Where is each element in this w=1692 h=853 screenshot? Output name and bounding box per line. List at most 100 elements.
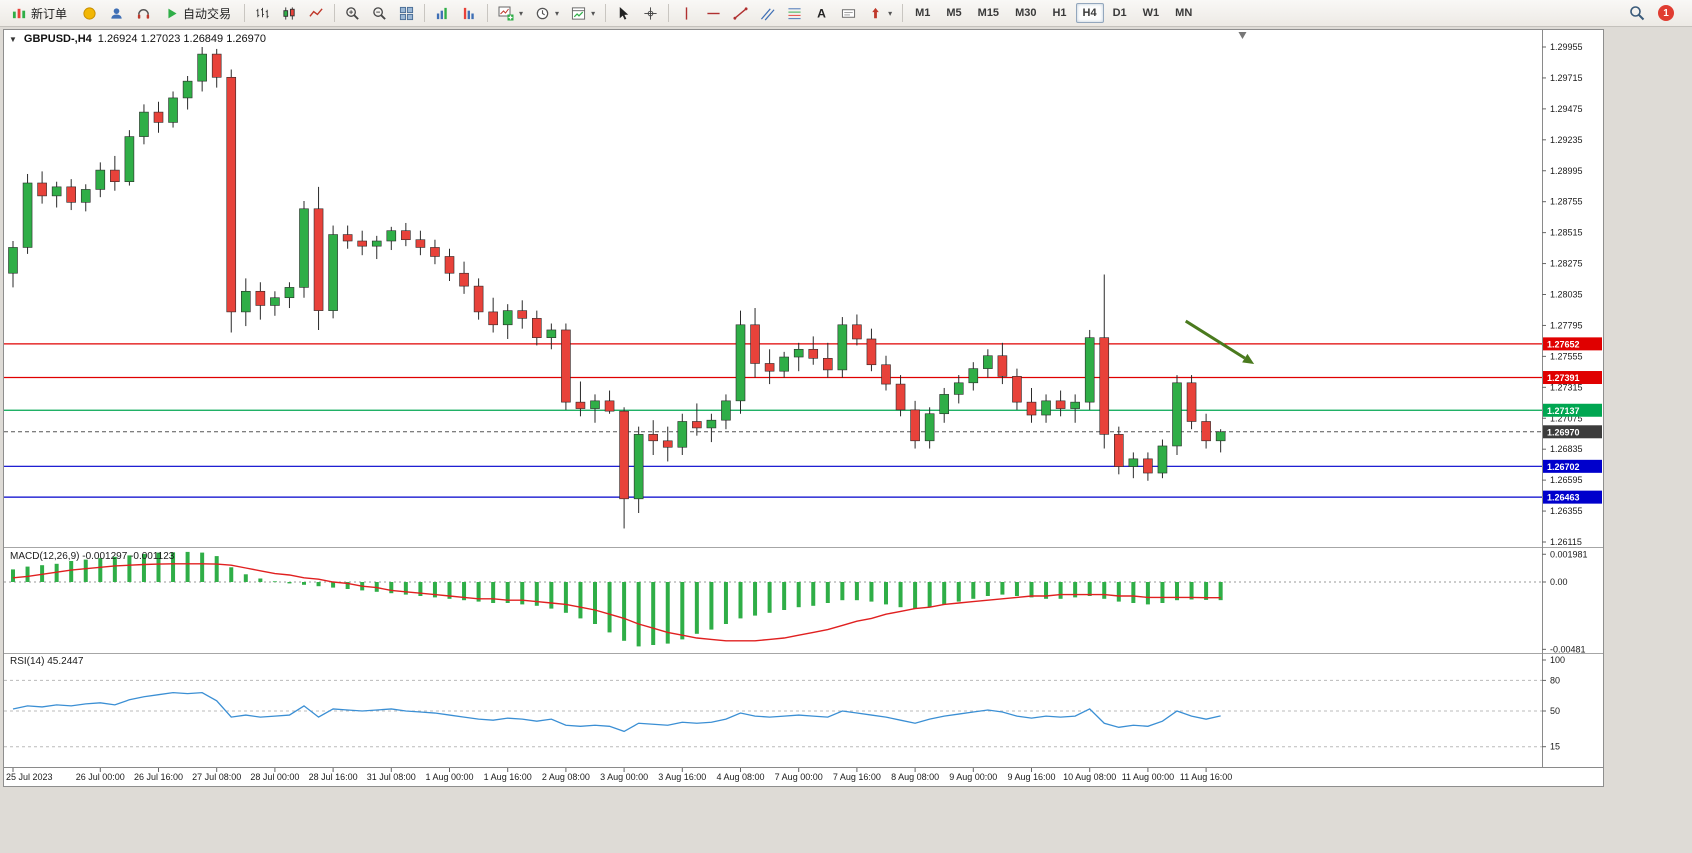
text-button[interactable]: A <box>809 2 834 24</box>
new-order-button[interactable]: 新订单 <box>4 2 75 24</box>
candle <box>866 338 877 366</box>
profile-button[interactable] <box>104 2 129 24</box>
candle <box>1143 458 1153 474</box>
autotrading-play-icon <box>168 8 177 18</box>
text-label-button[interactable] <box>836 2 861 24</box>
period-button[interactable]: ▾ <box>530 2 564 24</box>
time-label: 1 Aug 00:00 <box>425 772 473 782</box>
svg-text:1.26702: 1.26702 <box>1547 462 1580 472</box>
macd-tick-label: 0.00 <box>1550 577 1568 587</box>
time-label: 26 Jul 16:00 <box>134 772 183 782</box>
timeframe-h1-button[interactable]: H1 <box>1045 3 1073 23</box>
vertical-line-button[interactable] <box>674 2 699 24</box>
price-tick-label: 1.27075 <box>1550 413 1583 423</box>
crosshair-button[interactable] <box>638 2 663 24</box>
arrows-button[interactable]: ▾ <box>863 2 897 24</box>
market-button[interactable] <box>77 2 102 24</box>
profile-icon <box>111 7 122 19</box>
macd-histogram <box>11 551 1223 647</box>
price-tick-label: 1.26835 <box>1550 444 1583 454</box>
candle <box>95 169 106 190</box>
toolbar-separator <box>244 4 246 22</box>
candle <box>1215 431 1226 442</box>
horizontal-line-button[interactable] <box>701 2 726 24</box>
timeframe-m5-button[interactable]: M5 <box>939 3 968 23</box>
tile-windows-button[interactable] <box>394 2 419 24</box>
candle <box>124 136 135 183</box>
price-tick-label: 1.28515 <box>1550 228 1583 238</box>
candle <box>750 324 760 364</box>
indicators-button[interactable] <box>430 2 455 24</box>
channel-button[interactable] <box>755 2 780 24</box>
price-tick-label: 1.29715 <box>1550 73 1583 83</box>
main-toolbar: 新订单 自动交易 ▾ ▾ <box>0 0 1692 27</box>
vertical-line-icon <box>685 6 688 20</box>
trend-arrow-annotation[interactable] <box>1184 319 1255 364</box>
candle <box>677 421 688 448</box>
trendline-button[interactable] <box>728 2 753 24</box>
candle <box>415 239 426 248</box>
zoom-out-button[interactable] <box>367 2 392 24</box>
label-icon <box>842 8 856 18</box>
time-label: 9 Aug 00:00 <box>949 772 997 782</box>
price-level-tag <box>1543 337 1602 351</box>
objects-icon <box>463 7 474 19</box>
toolbar-separator <box>902 4 904 22</box>
candle <box>924 413 935 442</box>
price-tick-label: 1.29475 <box>1550 104 1583 114</box>
fibonacci-button[interactable] <box>782 2 807 24</box>
time-label: 31 Jul 08:00 <box>367 772 416 782</box>
candle <box>1099 337 1110 435</box>
support-button[interactable] <box>131 2 156 24</box>
timeframe-m30-button[interactable]: M30 <box>1008 3 1043 23</box>
candlestick-chart-button[interactable] <box>277 2 302 24</box>
template-button[interactable]: ▾ <box>566 2 600 24</box>
timeframe-w1-button[interactable]: W1 <box>1136 3 1167 23</box>
candle <box>735 324 746 402</box>
candle <box>357 240 368 247</box>
candle <box>779 356 789 372</box>
chart-shift-marker[interactable] <box>1238 32 1247 39</box>
time-label: 11 Aug 00:00 <box>1122 772 1174 782</box>
candle <box>822 358 833 371</box>
objects-list-button[interactable] <box>457 2 482 24</box>
timeframe-m15-button[interactable]: M15 <box>971 3 1006 23</box>
time-label: 28 Jul 16:00 <box>309 772 358 782</box>
candle <box>168 97 178 123</box>
chart-window-gbpusd-h4[interactable]: 1.29955 1.29715 1.29475 1.29235 1.28995 1.287… <box>3 29 1604 787</box>
candle <box>1201 421 1211 442</box>
line-chart-button[interactable] <box>304 2 329 24</box>
candle <box>241 290 251 313</box>
autotrading-button[interactable]: 自动交易 <box>158 2 239 24</box>
price-tick-label: 1.29235 <box>1550 135 1583 145</box>
svg-text:1.26970: 1.26970 <box>1547 427 1580 437</box>
price-tick-label: 1.26595 <box>1550 475 1583 485</box>
candle <box>444 256 455 274</box>
ohlc-bars-button[interactable] <box>250 2 275 24</box>
candle <box>837 324 848 371</box>
zoom-in-button[interactable] <box>340 2 365 24</box>
time-label: 26 Jul 00:00 <box>76 772 125 782</box>
timeframe-d1-button[interactable]: D1 <box>1106 3 1134 23</box>
candle <box>983 355 993 369</box>
candle <box>313 208 324 311</box>
cursor-button[interactable] <box>611 2 636 24</box>
price-tick-label: 1.28035 <box>1550 290 1583 300</box>
candle <box>197 53 207 82</box>
candles-layer[interactable] <box>8 47 1226 529</box>
time-axis[interactable]: 25 Jul 2023 26 Jul 00:00 26 Jul 16:00 27 Ju… <box>6 768 1232 782</box>
timeframe-mn-button[interactable]: MN <box>1168 3 1199 23</box>
candle <box>1172 382 1182 447</box>
price-axis[interactable]: 1.29955 1.29715 1.29475 1.29235 1.28995 1.287… <box>1542 42 1583 547</box>
candle <box>211 53 222 78</box>
timeframe-h4-button[interactable]: H4 <box>1075 3 1104 23</box>
search-button[interactable] <box>1624 2 1650 24</box>
chart-canvas[interactable]: 1.29955 1.29715 1.29475 1.29235 1.28995 1.287… <box>4 30 1603 786</box>
new-chart-button[interactable]: ▾ <box>493 2 528 24</box>
timeframe-m1-button[interactable]: M1 <box>908 3 937 23</box>
time-label: 25 Jul 2023 <box>6 772 53 782</box>
candle <box>270 297 280 306</box>
channel-icon <box>761 7 775 20</box>
candle <box>808 348 819 359</box>
notification-badge[interactable]: 1 <box>1658 5 1674 21</box>
